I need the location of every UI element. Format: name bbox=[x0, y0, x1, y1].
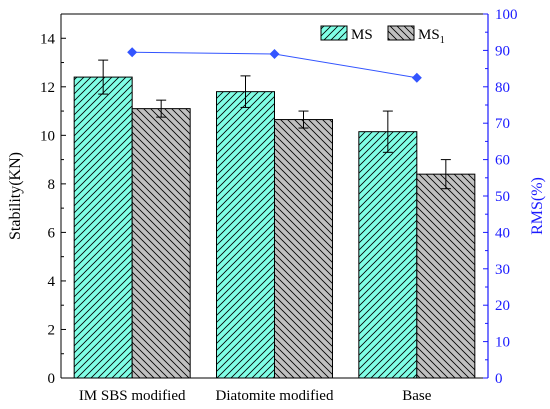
left-axis-tick-label: 6 bbox=[48, 225, 56, 241]
left-axis-title: Stability(KN) bbox=[7, 152, 24, 240]
x-axis-tick-label: IM SBS modified bbox=[79, 388, 186, 404]
bar bbox=[358, 131, 418, 379]
right-axis-tick-label: 70 bbox=[495, 116, 510, 132]
right-axis-tick-label: 40 bbox=[495, 225, 510, 241]
legend-label: MS1 bbox=[418, 27, 445, 46]
right-axis-tick-label: 90 bbox=[495, 43, 510, 59]
left-axis-tick-label: 0 bbox=[48, 371, 56, 387]
legend-swatch bbox=[320, 25, 348, 41]
left-axis-tick-label: 4 bbox=[48, 274, 56, 290]
right-axis-tick-label: 80 bbox=[495, 80, 510, 96]
rms-diamond-marker bbox=[269, 49, 280, 60]
bar bbox=[216, 91, 275, 379]
rms-diamond-marker bbox=[127, 47, 138, 58]
left-axis-tick-label: 2 bbox=[48, 322, 56, 338]
right-axis-tick-label: 60 bbox=[495, 153, 510, 169]
rms-diamond-marker bbox=[411, 72, 422, 83]
legend-swatch bbox=[387, 25, 415, 41]
left-axis-tick-label: 14 bbox=[40, 31, 56, 47]
bar bbox=[274, 119, 333, 379]
bar bbox=[416, 173, 476, 379]
right-axis-tick-label: 100 bbox=[495, 7, 518, 23]
left-axis-tick-label: 10 bbox=[40, 128, 55, 144]
right-axis-tick-label: 30 bbox=[495, 262, 510, 278]
right-axis-tick-label: 0 bbox=[495, 371, 503, 387]
bar bbox=[131, 108, 191, 379]
right-axis-tick-label: 50 bbox=[495, 189, 510, 205]
legend-label: MS bbox=[351, 27, 373, 43]
left-axis-tick-label: 12 bbox=[40, 80, 55, 96]
right-axis-tick-label: 10 bbox=[495, 335, 510, 351]
right-axis-title: RMS(%) bbox=[529, 177, 546, 235]
bar bbox=[73, 76, 133, 379]
right-axis-tick-label: 20 bbox=[495, 298, 510, 314]
left-axis-tick-label: 8 bbox=[48, 177, 56, 193]
x-axis-tick-label: Base bbox=[402, 388, 432, 404]
x-axis-tick-label: Diatomite modified bbox=[216, 388, 334, 404]
